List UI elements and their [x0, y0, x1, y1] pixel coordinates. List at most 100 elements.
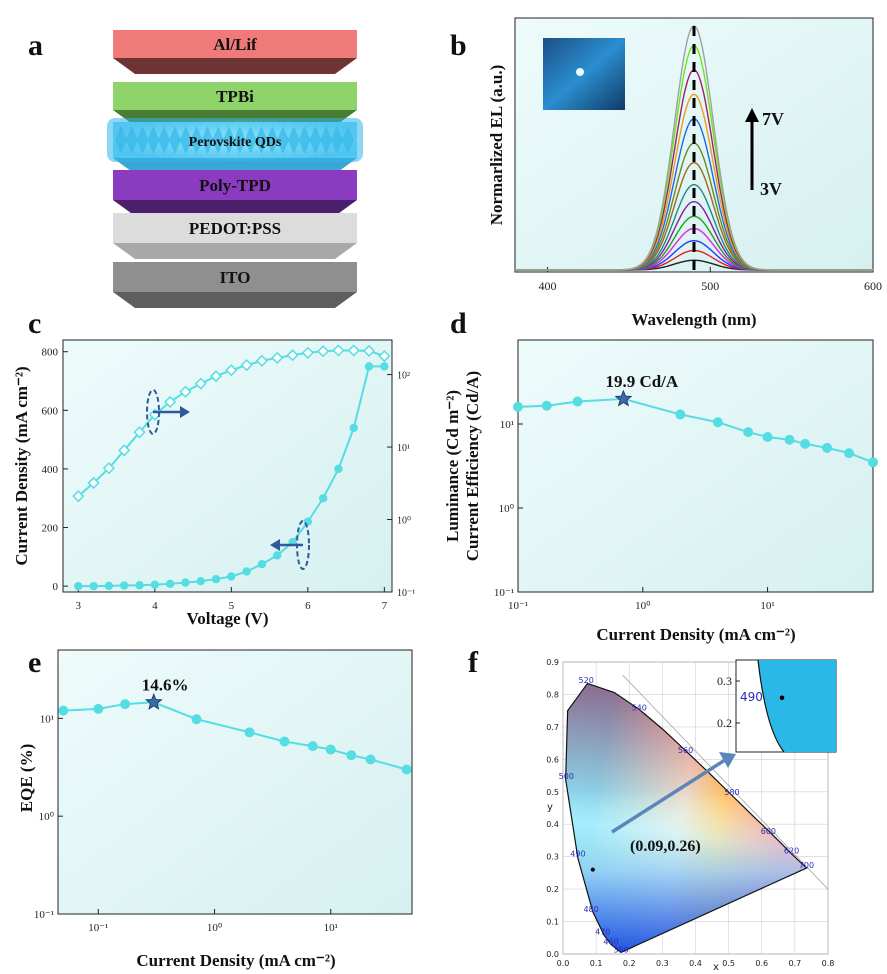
current-density-point: [196, 576, 205, 586]
data-point: [675, 409, 686, 420]
data-point: [541, 400, 552, 411]
luminance-point: [133, 426, 146, 439]
x-tick-label: 0.6: [755, 959, 768, 968]
x-tick-label: 10⁻¹: [88, 922, 108, 934]
y-tick-label: 0.9: [546, 658, 559, 667]
current-density-point: [318, 494, 328, 503]
panel-f-cie-diagram: 0.0 0.1 0.2 0.3 0.4 0.5 0.6 0.7 0.8 0.0 0.1 0.2 0.3 0…: [546, 658, 837, 973]
qd-crystal: [266, 126, 279, 154]
qd-crystal: [223, 126, 235, 154]
data-point: [93, 703, 104, 714]
y-tick-label: 800: [42, 347, 59, 359]
inset-point: [779, 695, 785, 701]
current-density-point: [303, 517, 313, 526]
qd-crystal: [244, 126, 257, 154]
data-point: [762, 432, 773, 443]
x-axis-label: Wavelength (nm): [631, 310, 756, 329]
panel-e-eqe: 10⁻¹ 10⁰ 10¹ 10⁻¹ 10⁰ 10¹ 14.6% Current Density…: [17, 649, 413, 970]
y-tick-label: 10¹: [500, 419, 514, 431]
current-density-point: [364, 362, 374, 371]
y-tick-label: 0: [53, 581, 59, 593]
device-photo-spot: [576, 68, 584, 76]
luminance-point: [102, 462, 115, 475]
y-tick-label: 0.1: [546, 918, 559, 927]
data-point: [191, 714, 202, 725]
x-tick-label: 0.5: [722, 959, 735, 968]
y2-tick-label: 10¹: [397, 443, 410, 454]
panel-b-el-spectra: 400 500 600 7V 3V Wavelength (nm) Normarlized …: [487, 17, 882, 329]
qd-crystal: [277, 126, 289, 154]
luminance-point: [72, 490, 85, 503]
qd-crystal: [179, 126, 192, 154]
inset-locus: [757, 659, 785, 753]
layer-label-0: Al/Lif: [213, 35, 257, 54]
x-tick-label: 10⁻¹: [508, 600, 528, 612]
max-star: [144, 692, 163, 710]
qd-crystal: [147, 126, 160, 154]
wavelength-label: 600: [761, 827, 776, 836]
luminance-point: [332, 344, 345, 357]
data-point: [244, 727, 255, 738]
x-tick-label: 5: [229, 600, 235, 612]
y-tick-label: 0.0: [546, 950, 559, 959]
current-density-point: [74, 581, 83, 591]
luminance-point: [271, 351, 284, 364]
data-point: [346, 750, 357, 761]
qd-crystal: [233, 126, 246, 154]
data-point: [800, 438, 811, 449]
y-tick-label: 10⁰: [499, 503, 515, 515]
current-density-point: [227, 572, 236, 581]
x-axis-label: Current Density (mA cm⁻²): [136, 951, 335, 970]
luminance-point: [240, 359, 253, 372]
x-axis-label: Current Density (mA cm⁻²): [596, 625, 795, 644]
current-density-point: [257, 559, 267, 569]
qd-crystal: [212, 126, 225, 154]
y-tick-label: 400: [42, 464, 59, 476]
x-tick-label: 6: [305, 600, 311, 612]
x-tick-label: 3: [76, 600, 82, 612]
data-point: [743, 427, 754, 438]
qd-crystal: [169, 126, 181, 154]
luminance-point: [286, 349, 299, 362]
y2-tick-label: 10⁰: [397, 516, 411, 527]
layer-face-1: [113, 82, 357, 110]
data-point: [513, 401, 523, 412]
y-tick-label: 200: [42, 523, 59, 535]
color-point: [590, 867, 595, 872]
wavelength-label: 580: [724, 788, 739, 797]
y-tick-label: 0.3: [546, 853, 559, 862]
qd-crystal: [287, 126, 300, 154]
layer-bevel-0: [113, 58, 357, 74]
data-point: [401, 764, 412, 775]
layer-bevel-5: [113, 292, 357, 308]
data-point: [58, 705, 69, 716]
x-tick-label: 4: [152, 600, 158, 612]
qd-crystal: [125, 126, 138, 154]
layer-face-5: [113, 262, 357, 292]
panel-d-current-efficiency: 10⁻¹ 10⁰ 10¹ 10⁻¹ 10⁰ 10¹ 19.9 Cd/A Current Den…: [443, 339, 878, 644]
voltage-top-label: 7V: [762, 109, 784, 129]
layer-label-2: Perovskite QDs: [189, 135, 282, 150]
wavelength-label: 560: [678, 746, 693, 755]
plot-area: [517, 339, 874, 593]
wavelength-label: 470: [595, 928, 610, 937]
y-axis-label: Normarlized EL (a.u.): [487, 65, 506, 226]
x-tick-label: 0.8: [822, 959, 835, 968]
inset-wavelength-label: 490: [740, 690, 763, 704]
max-label: 19.9 Cd/A: [605, 372, 678, 391]
qd-crystal: [320, 126, 333, 154]
luminance-point: [347, 344, 360, 357]
qd-crystal: [331, 126, 343, 154]
qd-crystal: [255, 126, 268, 154]
wavelength-label: 700: [799, 861, 814, 870]
wavelength-label: 490: [570, 850, 585, 859]
current-density-point: [150, 580, 160, 589]
current-arrowhead: [270, 539, 280, 551]
qd-crystal: [298, 126, 311, 154]
current-density-point: [242, 567, 251, 576]
layer-face-4: [113, 213, 357, 243]
current-density-point: [120, 581, 129, 590]
x-tick-label: 0.2: [623, 959, 636, 968]
data-point: [365, 754, 376, 765]
x-tick-label: 0.7: [789, 959, 802, 968]
